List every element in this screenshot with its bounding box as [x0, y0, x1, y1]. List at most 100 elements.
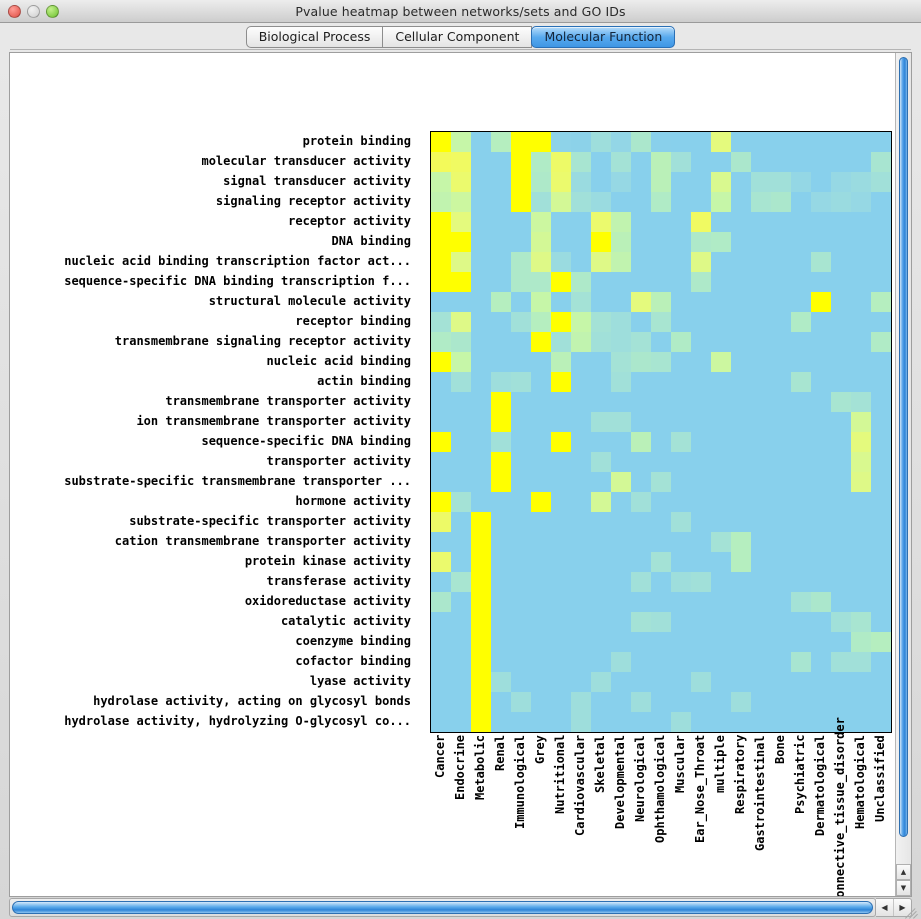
close-button[interactable]	[8, 5, 21, 18]
heatmap-cell[interactable]	[691, 332, 711, 352]
heatmap-cell[interactable]	[831, 592, 851, 612]
heatmap-cell[interactable]	[431, 592, 451, 612]
heatmap-cell[interactable]	[671, 652, 691, 672]
heatmap-cell[interactable]	[811, 272, 831, 292]
heatmap-cell[interactable]	[471, 152, 491, 172]
heatmap-cell[interactable]	[591, 172, 611, 192]
heatmap-cell[interactable]	[491, 652, 511, 672]
heatmap-cell[interactable]	[451, 492, 471, 512]
heatmap-cell[interactable]	[731, 392, 751, 412]
heatmap-cell[interactable]	[671, 512, 691, 532]
heatmap-cell[interactable]	[591, 652, 611, 672]
heatmap-cell[interactable]	[811, 352, 831, 372]
heatmap-cell[interactable]	[651, 172, 671, 192]
heatmap-cell[interactable]	[551, 412, 571, 432]
heatmap-cell[interactable]	[651, 372, 671, 392]
minimize-button[interactable]	[27, 5, 40, 18]
heatmap-cell[interactable]	[431, 472, 451, 492]
heatmap-cell[interactable]	[511, 232, 531, 252]
heatmap-cell[interactable]	[491, 492, 511, 512]
heatmap-cell[interactable]	[651, 272, 671, 292]
heatmap-cell[interactable]	[491, 472, 511, 492]
scroll-left-icon[interactable]: ◀	[881, 903, 888, 912]
heatmap-cell[interactable]	[611, 312, 631, 332]
heatmap-cell[interactable]	[551, 352, 571, 372]
heatmap-cell[interactable]	[611, 472, 631, 492]
heatmap-cell[interactable]	[851, 672, 871, 692]
heatmap-cell[interactable]	[851, 312, 871, 332]
heatmap-cell[interactable]	[551, 612, 571, 632]
heatmap-cell[interactable]	[871, 352, 891, 372]
heatmap-cell[interactable]	[451, 512, 471, 532]
heatmap-cell[interactable]	[611, 332, 631, 352]
heatmap-cell[interactable]	[751, 572, 771, 592]
heatmap-cell[interactable]	[471, 612, 491, 632]
heatmap-cell[interactable]	[431, 332, 451, 352]
heatmap-cell[interactable]	[751, 552, 771, 572]
heatmap-cell[interactable]	[471, 552, 491, 572]
heatmap-cell[interactable]	[731, 212, 751, 232]
heatmap-cell[interactable]	[691, 572, 711, 592]
heatmap-cell[interactable]	[631, 132, 651, 152]
heatmap-cell[interactable]	[451, 612, 471, 632]
heatmap-cell[interactable]	[511, 352, 531, 372]
heatmap-cell[interactable]	[751, 292, 771, 312]
heatmap-cell[interactable]	[511, 652, 531, 672]
heatmap-cell[interactable]	[711, 192, 731, 212]
heatmap-cell[interactable]	[711, 372, 731, 392]
heatmap-cell[interactable]	[671, 212, 691, 232]
heatmap-cell[interactable]	[751, 592, 771, 612]
heatmap-cell[interactable]	[871, 432, 891, 452]
heatmap-cell[interactable]	[471, 692, 491, 712]
heatmap-cell[interactable]	[491, 212, 511, 232]
heatmap-cell[interactable]	[771, 472, 791, 492]
heatmap-cell[interactable]	[651, 192, 671, 212]
heatmap-cell[interactable]	[711, 292, 731, 312]
heatmap-cell[interactable]	[671, 392, 691, 412]
heatmap-cell[interactable]	[511, 212, 531, 232]
heatmap-cell[interactable]	[831, 352, 851, 372]
heatmap-cell[interactable]	[771, 332, 791, 352]
heatmap-cell[interactable]	[451, 372, 471, 392]
heatmap-cell[interactable]	[511, 672, 531, 692]
heatmap-cell[interactable]	[851, 232, 871, 252]
heatmap-cell[interactable]	[771, 412, 791, 432]
heatmap-cell[interactable]	[511, 492, 531, 512]
heatmap-cell[interactable]	[871, 272, 891, 292]
heatmap-cell[interactable]	[831, 152, 851, 172]
heatmap-cell[interactable]	[531, 572, 551, 592]
heatmap-cell[interactable]	[831, 212, 851, 232]
heatmap-cell[interactable]	[631, 272, 651, 292]
heatmap-cell[interactable]	[691, 532, 711, 552]
heatmap-cell[interactable]	[451, 472, 471, 492]
heatmap-cell[interactable]	[751, 272, 771, 292]
heatmap-cell[interactable]	[711, 552, 731, 572]
heatmap-cell[interactable]	[511, 372, 531, 392]
heatmap-cell[interactable]	[531, 172, 551, 192]
heatmap-cell[interactable]	[451, 352, 471, 372]
heatmap-cell[interactable]	[651, 572, 671, 592]
heatmap-cell[interactable]	[731, 232, 751, 252]
heatmap-cell[interactable]	[831, 232, 851, 252]
heatmap-cell[interactable]	[611, 652, 631, 672]
heatmap-cell[interactable]	[651, 312, 671, 332]
heatmap-cell[interactable]	[791, 692, 811, 712]
heatmap-cell[interactable]	[651, 232, 671, 252]
heatmap-cell[interactable]	[551, 592, 571, 612]
heatmap-cell[interactable]	[751, 492, 771, 512]
heatmap-cell[interactable]	[531, 252, 551, 272]
heatmap-cell[interactable]	[651, 712, 671, 732]
heatmap-cell[interactable]	[831, 312, 851, 332]
heatmap-cell[interactable]	[771, 372, 791, 392]
heatmap-cell[interactable]	[691, 132, 711, 152]
heatmap-cell[interactable]	[651, 492, 671, 512]
heatmap-cell[interactable]	[531, 352, 551, 372]
heatmap-cell[interactable]	[611, 552, 631, 572]
heatmap-cell[interactable]	[791, 392, 811, 412]
heatmap-cell[interactable]	[711, 452, 731, 472]
heatmap-cell[interactable]	[471, 532, 491, 552]
heatmap-cell[interactable]	[851, 252, 871, 272]
heatmap-cell[interactable]	[451, 272, 471, 292]
heatmap-cell[interactable]	[851, 632, 871, 652]
heatmap-cell[interactable]	[851, 492, 871, 512]
